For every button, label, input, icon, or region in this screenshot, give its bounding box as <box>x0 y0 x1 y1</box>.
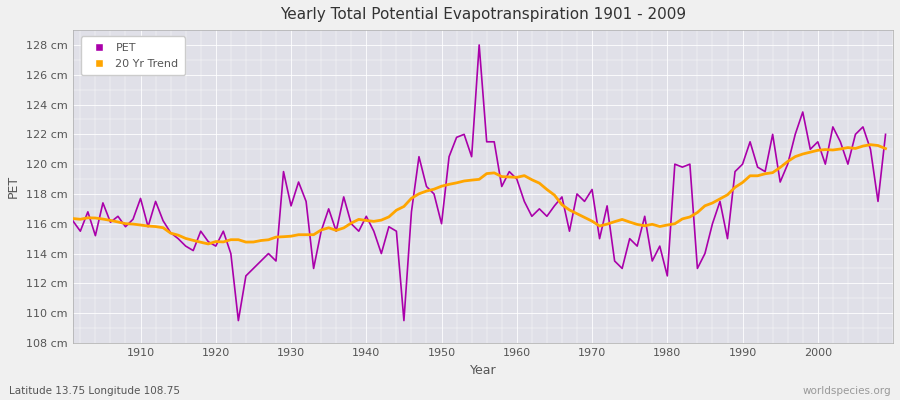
Y-axis label: PET: PET <box>7 175 20 198</box>
X-axis label: Year: Year <box>470 364 496 377</box>
Title: Yearly Total Potential Evapotranspiration 1901 - 2009: Yearly Total Potential Evapotranspiratio… <box>280 7 686 22</box>
Text: worldspecies.org: worldspecies.org <box>803 386 891 396</box>
Text: Latitude 13.75 Longitude 108.75: Latitude 13.75 Longitude 108.75 <box>9 386 180 396</box>
Legend: PET, 20 Yr Trend: PET, 20 Yr Trend <box>81 36 185 75</box>
